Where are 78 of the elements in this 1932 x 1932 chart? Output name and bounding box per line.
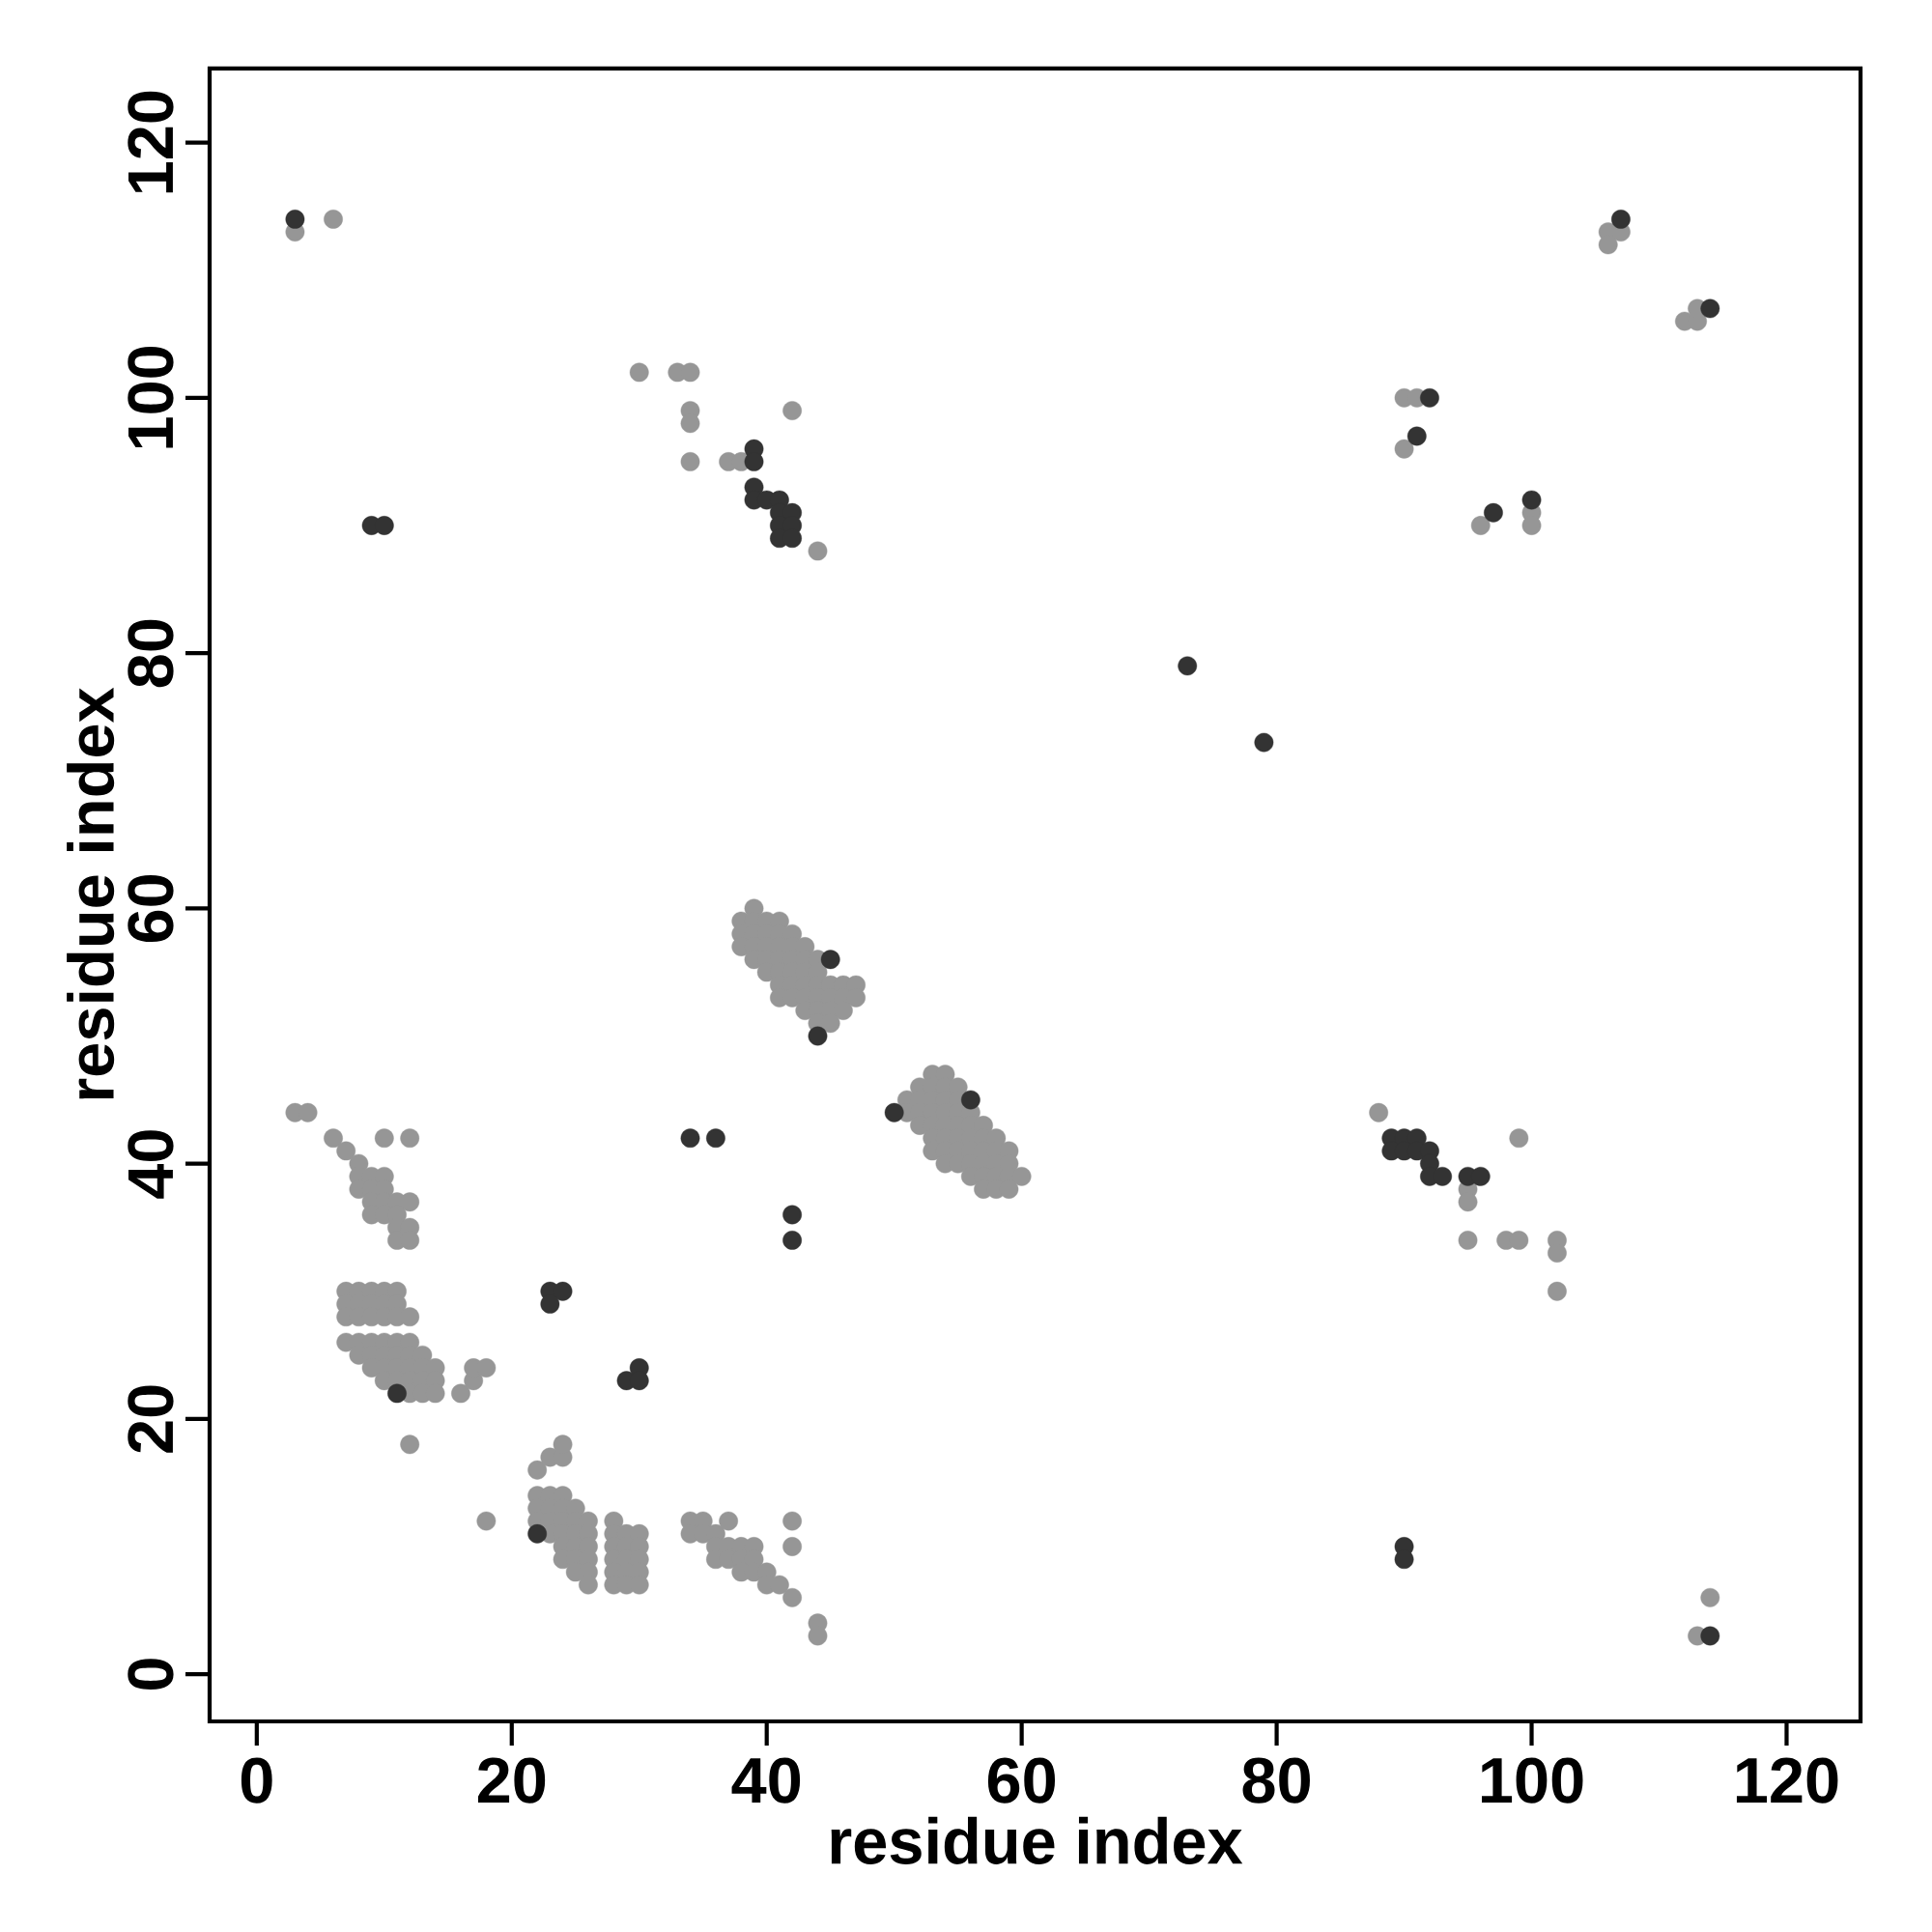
x-tick-label: 60 <box>987 1757 1056 1804</box>
point <box>1521 516 1542 535</box>
point <box>1470 516 1491 535</box>
point <box>400 1231 420 1250</box>
point <box>1509 1231 1529 1250</box>
x-tick-label: 80 <box>1242 1757 1310 1804</box>
point <box>1369 1102 1389 1122</box>
point <box>782 528 802 549</box>
point <box>782 1511 802 1531</box>
point <box>1521 490 1542 510</box>
point <box>782 1587 802 1607</box>
point <box>782 1537 802 1556</box>
point <box>770 1575 789 1595</box>
point <box>1484 502 1503 523</box>
point <box>782 1231 802 1250</box>
point <box>527 1460 548 1480</box>
point <box>285 210 305 229</box>
point <box>808 541 828 561</box>
point <box>1548 1243 1567 1263</box>
y-tick-label: 80 <box>128 619 174 688</box>
point <box>808 1626 828 1646</box>
y-tick-label: 120 <box>128 91 174 193</box>
point <box>1458 1192 1478 1212</box>
x-tick-label: 120 <box>1736 1757 1838 1804</box>
point <box>324 1128 343 1149</box>
point <box>400 1435 420 1455</box>
point <box>451 1383 470 1404</box>
x-axis-title: residue index <box>831 1816 1243 1864</box>
point <box>719 1511 738 1531</box>
point <box>820 950 840 970</box>
point <box>387 1383 407 1404</box>
y-tick-label: 40 <box>128 1130 174 1199</box>
point <box>680 452 700 471</box>
point <box>324 210 343 229</box>
point <box>744 452 764 471</box>
point <box>1700 298 1720 319</box>
point <box>706 1128 725 1149</box>
point <box>374 1128 394 1149</box>
point <box>336 1141 356 1161</box>
point <box>1394 439 1414 459</box>
point <box>1420 387 1439 408</box>
point <box>400 1307 420 1327</box>
x-tick-label: 0 <box>241 1757 272 1804</box>
point <box>1458 1231 1478 1250</box>
point <box>1433 1166 1453 1186</box>
point <box>782 1205 802 1225</box>
y-axis-title: residue index <box>67 687 115 1099</box>
point <box>527 1523 548 1544</box>
point <box>476 1511 497 1531</box>
point <box>960 1090 980 1110</box>
point <box>1178 656 1198 676</box>
point <box>1700 1626 1720 1646</box>
y-tick-label: 0 <box>128 1659 174 1690</box>
point <box>1509 1128 1529 1149</box>
point <box>1548 1281 1567 1301</box>
x-tick-label: 100 <box>1482 1757 1583 1804</box>
point <box>629 362 649 383</box>
point <box>1700 1587 1720 1607</box>
point <box>1598 235 1618 255</box>
x-tick-label: 20 <box>477 1757 546 1804</box>
point <box>808 1026 828 1046</box>
point <box>400 1192 420 1212</box>
point <box>1394 1549 1414 1570</box>
y-tick-label: 100 <box>128 346 174 448</box>
point <box>1406 426 1427 446</box>
point <box>782 401 802 420</box>
point <box>1611 210 1631 229</box>
point <box>884 1102 904 1122</box>
point <box>476 1358 497 1378</box>
y-tick-label: 20 <box>128 1385 174 1453</box>
y-tick-label: 60 <box>128 874 174 943</box>
point <box>680 413 700 434</box>
point <box>540 1294 560 1314</box>
x-tick-label: 40 <box>731 1757 801 1804</box>
point <box>680 1128 700 1149</box>
point <box>553 1281 573 1301</box>
point <box>1254 732 1274 753</box>
point <box>400 1128 420 1149</box>
